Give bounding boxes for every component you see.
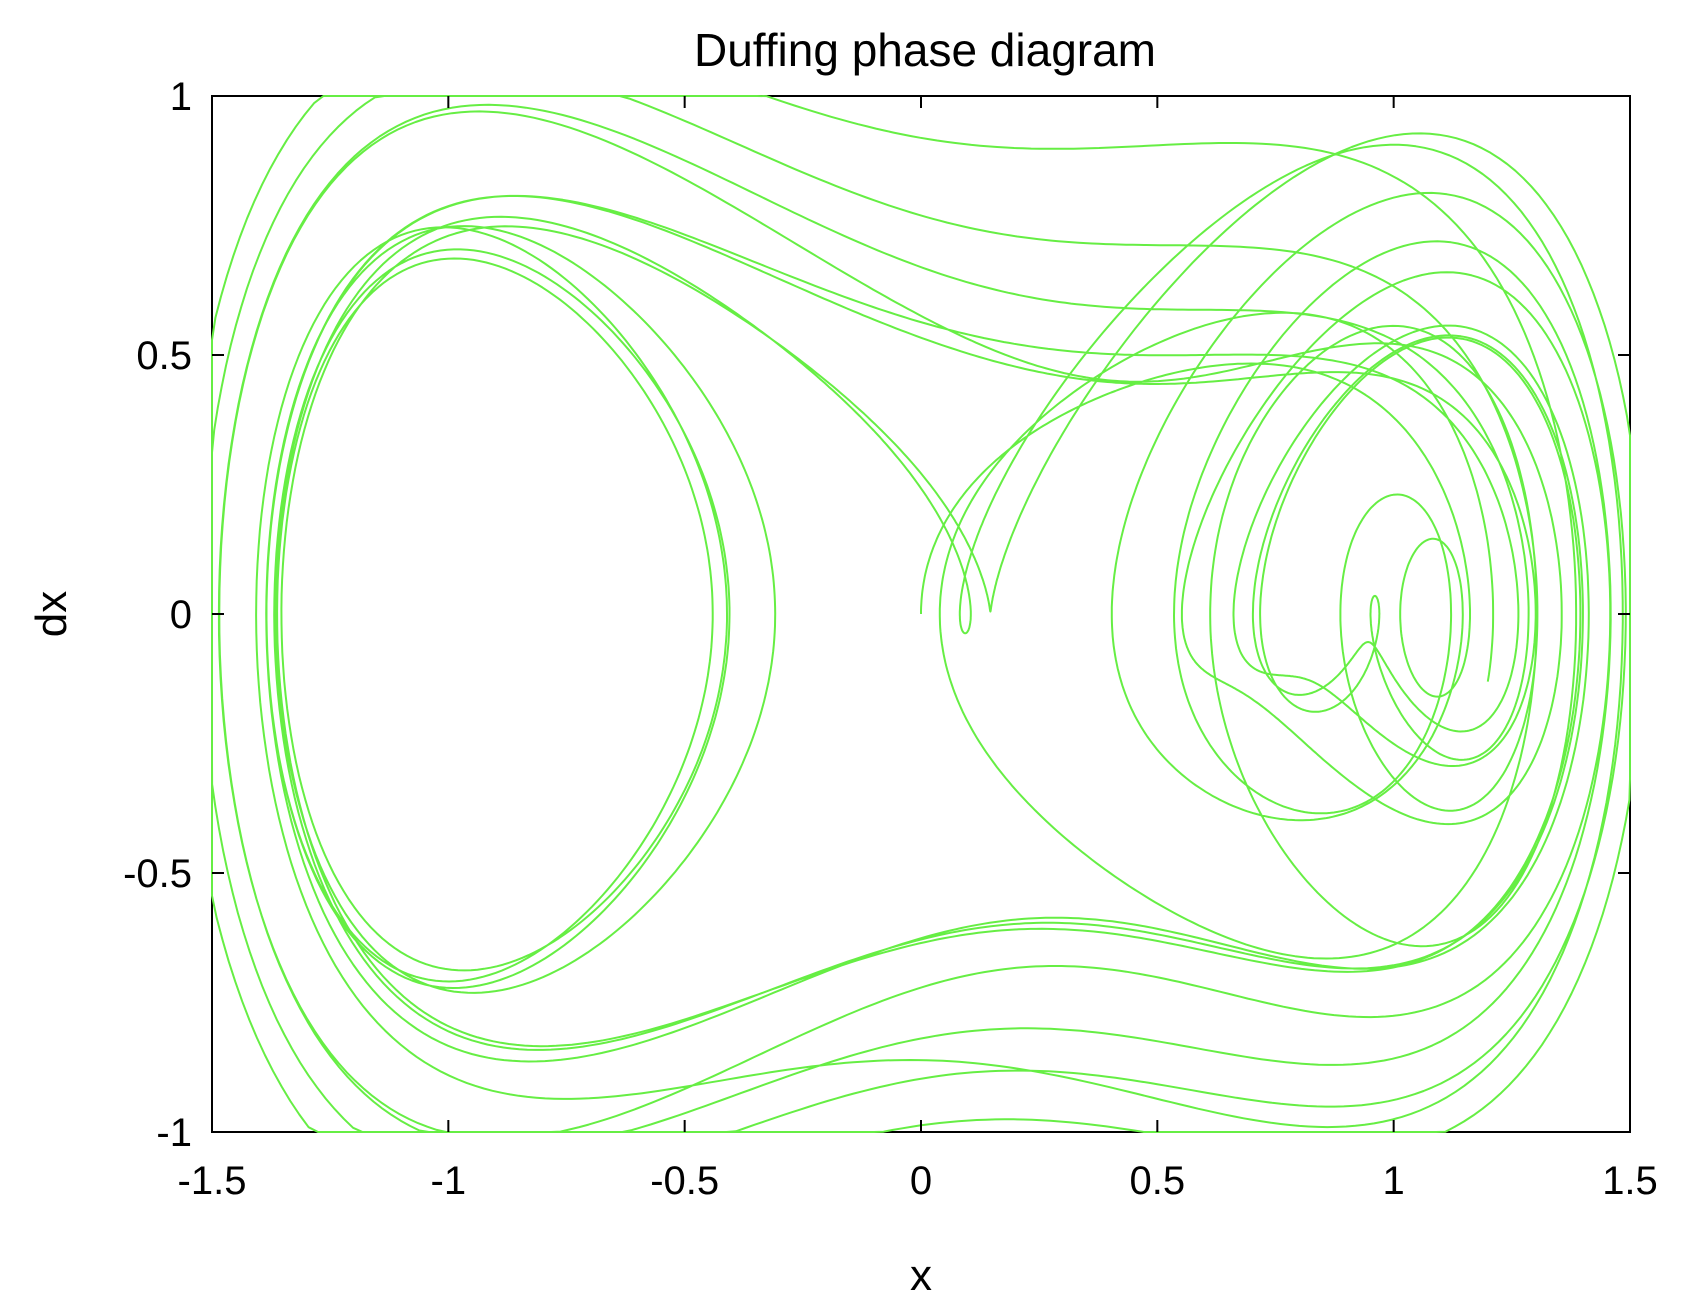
y-tick-label: 1 bbox=[170, 75, 192, 119]
x-tick-label: 0 bbox=[910, 1159, 932, 1203]
chart-title: Duffing phase diagram bbox=[694, 24, 1156, 76]
y-tick-label: -1 bbox=[156, 1111, 192, 1155]
x-axis-ticks: -1.5 -1 -0.5 0 0.5 1 1.5 bbox=[178, 96, 1658, 1203]
y-tick-label: 0 bbox=[170, 593, 192, 637]
y-tick-label: 0.5 bbox=[136, 334, 192, 378]
trajectory-group bbox=[211, 95, 1631, 1133]
x-tick-label: 1 bbox=[1383, 1159, 1405, 1203]
x-tick-label: 1.5 bbox=[1602, 1159, 1658, 1203]
trajectory-line bbox=[211, 95, 1631, 1133]
y-axis-title: dx bbox=[27, 591, 76, 637]
plot-area: -1.5 -1 -0.5 0 0.5 1 1.5 -1-0.500.51 bbox=[123, 75, 1658, 1203]
y-tick-label: -0.5 bbox=[123, 852, 192, 896]
x-tick-label: -1 bbox=[431, 1159, 467, 1203]
x-axis-title: x bbox=[910, 1251, 932, 1300]
x-tick-label: -1.5 bbox=[178, 1159, 247, 1203]
y-axis-ticks: -1 -0.5 0 0.5 1 bbox=[123, 75, 1630, 1155]
x-tick-label: 0.5 bbox=[1130, 1159, 1186, 1203]
x-tick-label: -0.5 bbox=[650, 1159, 719, 1203]
